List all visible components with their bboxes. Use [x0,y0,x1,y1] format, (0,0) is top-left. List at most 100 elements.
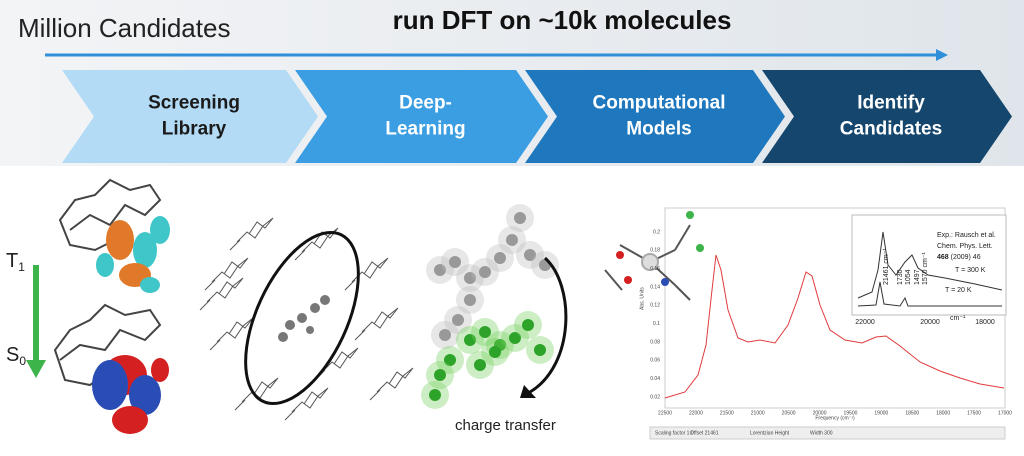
x-tick-label: 17000 [998,410,1012,416]
peak-label: 21461 cm⁻¹ [883,248,890,285]
lattice-molecule [236,217,274,243]
peak-label: 1570 cm⁻¹ [922,251,929,285]
atom [479,326,491,338]
lattice-molecule [321,347,359,373]
atom [494,252,506,264]
inset-tick-label: 18000 [975,319,995,326]
pipeline-step [525,70,785,163]
lattice-bond [344,279,356,291]
atom [434,264,446,276]
step-label: Computational [593,93,726,114]
molecule-inset [604,211,704,301]
x-tick-label: 18500 [905,410,919,416]
lattice-molecule [206,277,244,303]
lattice-bond [234,399,246,411]
pipeline-step [762,70,1012,163]
pipeline-step [295,70,548,163]
inset-tick-label: 22000 [855,319,875,326]
y-tick-label: 0.04 [650,376,660,382]
step-label: Identify [857,93,925,114]
step-label: Deep- [399,93,452,114]
state-label: S0 [6,344,26,368]
pipeline-step [62,70,318,163]
charge-transfer-label: charge transfer [455,417,556,434]
reference: Chem. Phys. Lett. [937,243,993,250]
left-title: Million Candidates [18,13,230,43]
inset-curve [857,281,1002,307]
step-label: Models [626,119,691,140]
atom [444,354,456,366]
inset-unit: cm⁻¹ [950,315,966,322]
atom [449,256,461,268]
y-tick-label: 0.02 [650,394,660,400]
toolbar-field: Offset 21461 [690,430,719,436]
peak-label: 1730 [897,269,904,285]
x-tick-label: 19500 [844,410,858,416]
lattice-bond [229,239,241,251]
lattice-bond [294,249,306,261]
lattice-molecule [361,307,399,333]
atom [464,294,476,306]
atom [434,369,446,381]
lattice-bond [199,299,211,311]
lattice-bond [369,389,381,401]
temperature: T = 20 K [945,287,972,294]
lattice-molecule [376,367,414,393]
x-tick-label: 20500 [782,410,796,416]
lattice-molecule [351,257,389,283]
inset-tick-label: 20000 [920,319,940,326]
y-tick-label: 0.14 [650,284,660,290]
atom [452,314,464,326]
atom [524,249,536,261]
y-tick-label: 0.1 [653,321,660,327]
x-tick-label: 19000 [874,410,888,416]
atom [474,359,486,371]
step-label: Library [162,119,227,140]
atom [464,334,476,346]
charge-transfer-molecules [421,204,559,409]
temperature: T = 300 K [955,267,986,274]
lattice-bond [204,279,216,291]
peak-label: 1054 [905,269,912,285]
toolbar-field: Scaling factor 1.0 [655,430,694,436]
arrow-head [936,49,948,61]
toolbar-field: Lorentzian Height [750,430,790,436]
atom [489,346,501,358]
lattice-bond [209,339,221,351]
y-tick-label: 0.06 [650,358,660,364]
step-label: Learning [385,119,465,140]
arrow-head [520,385,536,398]
atom [429,389,441,401]
x-tick-label: 20000 [813,410,827,416]
atom [534,344,546,356]
inset-curve [857,231,1003,299]
x-axis-label: Frequency (cm⁻¹) [815,415,855,421]
step-label: Screening [148,93,240,114]
atom [506,234,518,246]
pipeline: Screening Library Deep- Learning Computation… [62,70,1012,163]
reference: Exp.: Rausch et al. [937,232,996,239]
atom [514,212,526,224]
lattice-molecule [291,387,329,413]
transfer-arrow [529,256,568,394]
atom [439,329,451,341]
toolbar [649,426,1006,440]
peak-label: 1497 [914,269,921,285]
atom [464,272,476,284]
x-tick-label: 22500 [658,410,672,416]
x-tick-label: 22000 [689,410,703,416]
lattice-bond [354,329,366,341]
atom [509,332,521,344]
y-tick-label: 0.16 [650,266,660,272]
highlight-ellipse [244,230,360,406]
y-tick-label: 0.18 [650,248,660,254]
x-tick-label: 18000 [936,410,950,416]
experimental-inset [851,214,1007,316]
atom [479,266,491,278]
title: run DFT on ~10k molecules [393,5,732,35]
y-tick-label: 0.12 [650,303,660,309]
y-axis-label: Abs. Units [639,287,645,310]
citation: 468 (2009) 46 [937,254,981,261]
lattice-molecule [216,317,254,343]
